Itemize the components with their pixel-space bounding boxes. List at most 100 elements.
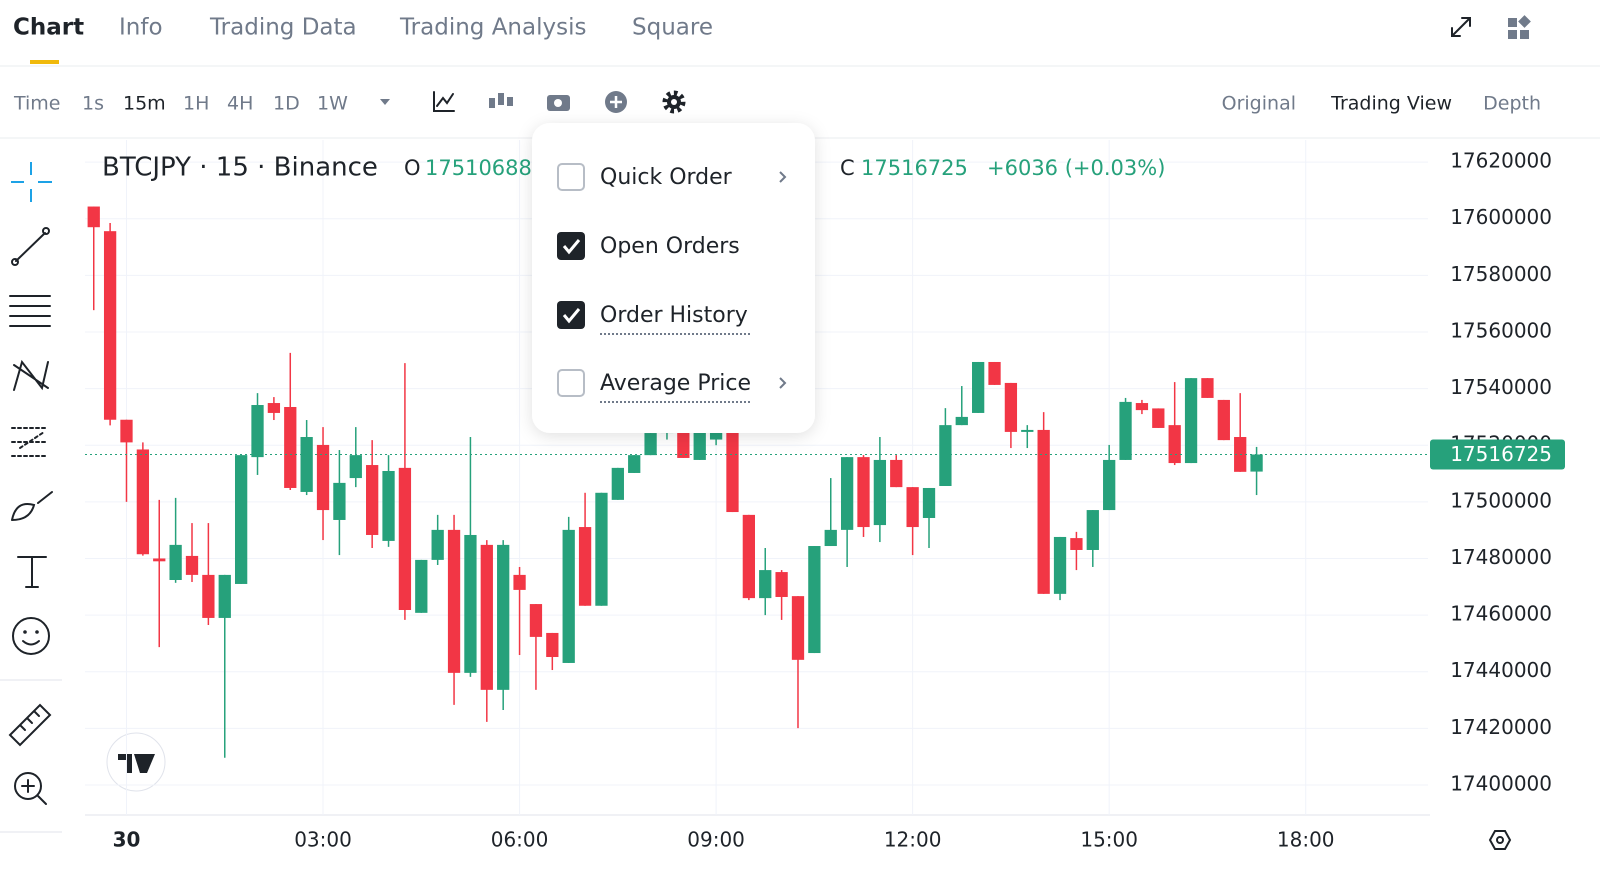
tab[interactable]: Trading Data [209, 15, 357, 41]
interval-button[interactable]: 1s [82, 93, 104, 115]
menu-item-label: Open Orders [600, 234, 740, 259]
checkbox [557, 163, 585, 191]
candle-body [824, 529, 837, 547]
candle-body [988, 361, 1001, 385]
text-tool[interactable] [17, 556, 47, 588]
last-price-label: 17516725 [1450, 442, 1552, 466]
view-button[interactable]: Original [1222, 93, 1296, 115]
candle-body [153, 558, 166, 562]
interval-button[interactable]: Time [13, 93, 61, 115]
candle-body [775, 572, 788, 597]
candle-body [922, 487, 936, 518]
indicators-icon[interactable] [433, 91, 455, 112]
checkbox-checked [557, 232, 585, 260]
candle-body [234, 455, 248, 584]
candle-body [1217, 399, 1230, 441]
candle-body [251, 405, 264, 458]
tab-indicator [30, 60, 59, 64]
candles-icon[interactable] [489, 93, 513, 108]
add-icon[interactable] [605, 91, 627, 113]
tab[interactable]: Trading Analysis [399, 15, 586, 41]
menu-panel [532, 123, 815, 433]
candle-body [284, 406, 297, 488]
x-tick-label: 06:00 [491, 828, 549, 852]
interval-button[interactable]: 15m [123, 93, 166, 115]
candle-body [1184, 378, 1198, 464]
candle-body [873, 459, 887, 526]
zoom-tool[interactable] [14, 772, 47, 805]
submenu-arrow [779, 377, 787, 389]
ruler-tool[interactable] [8, 703, 52, 747]
candle-body [546, 632, 559, 658]
candle-body [120, 419, 133, 443]
candle-body [857, 457, 870, 528]
y-tick-label: 17500000 [1450, 488, 1552, 512]
candle-body [742, 514, 755, 599]
candle-body [972, 361, 985, 413]
candle-body [366, 465, 379, 535]
candle-body [169, 544, 182, 580]
submenu-arrow [779, 171, 787, 183]
pattern-tool[interactable] [13, 359, 49, 391]
x-tick-label: 12:00 [884, 828, 942, 852]
menu-item-label: Average Price [600, 371, 751, 396]
candle-body [1053, 536, 1067, 594]
y-tick-label: 17540000 [1450, 375, 1552, 399]
interval-button[interactable]: 1W [317, 93, 348, 115]
menu-item[interactable]: Order History [557, 301, 752, 335]
tab[interactable]: Square [632, 15, 713, 41]
y-tick-label: 17400000 [1450, 771, 1552, 795]
menu-item[interactable]: Open Orders [557, 232, 740, 260]
candle-body [1004, 382, 1018, 432]
settings-icon[interactable] [662, 90, 686, 114]
projection-tool[interactable] [11, 427, 49, 457]
candle-body [431, 529, 444, 560]
candle-body [202, 574, 215, 618]
tv-logo[interactable] [106, 732, 166, 792]
y-tick-label: 17440000 [1450, 658, 1552, 682]
settings-axis-icon[interactable] [1488, 830, 1512, 850]
crosshair-tool[interactable] [11, 162, 52, 202]
interval-button[interactable]: 1H [183, 93, 209, 115]
candle-body [1201, 378, 1214, 398]
candle-body [87, 206, 100, 228]
candle-body [628, 455, 641, 473]
dropdown-icon[interactable] [380, 99, 390, 105]
candle-body [595, 492, 608, 606]
y-tick-label: 17580000 [1450, 262, 1552, 286]
interval-button[interactable]: 4H [227, 93, 253, 115]
candle-body [480, 544, 493, 690]
menu-item[interactable]: Quick Order [557, 163, 787, 191]
view-button[interactable]: Depth [1483, 93, 1541, 115]
brush-tool[interactable] [11, 491, 53, 521]
camera-icon[interactable] [547, 95, 570, 111]
candle-body [955, 416, 968, 426]
candle-body [415, 559, 428, 613]
candle-body [1070, 538, 1083, 550]
candle-body [349, 455, 362, 479]
candle-body [1119, 401, 1132, 460]
expand-icon[interactable] [1451, 17, 1471, 37]
interval-button[interactable]: 1D [273, 93, 300, 115]
menu-item[interactable]: Average Price [557, 369, 787, 403]
line-tool[interactable] [11, 227, 50, 266]
emoji-tool[interactable] [12, 617, 50, 655]
legend-close-label: C [840, 156, 855, 180]
candle-body [300, 437, 313, 492]
legend-close: 17516725 [861, 156, 968, 180]
tab[interactable]: Chart [13, 15, 84, 41]
candle-body [382, 470, 395, 541]
tab[interactable]: Info [119, 15, 163, 41]
candle-body [1037, 429, 1050, 594]
y-tick-label: 17460000 [1450, 602, 1552, 626]
fib-tool[interactable] [9, 295, 51, 327]
x-tick-label: 09:00 [687, 828, 745, 852]
candle-body [1168, 425, 1181, 464]
chart-title: BTCJPY · 15 · Binance [102, 153, 378, 183]
candle-body [939, 425, 952, 486]
x-tick-label: 15:00 [1080, 828, 1138, 852]
legend-open: 17510688 [425, 156, 532, 180]
candle-body [497, 544, 510, 690]
view-button[interactable]: Trading View [1330, 93, 1452, 115]
